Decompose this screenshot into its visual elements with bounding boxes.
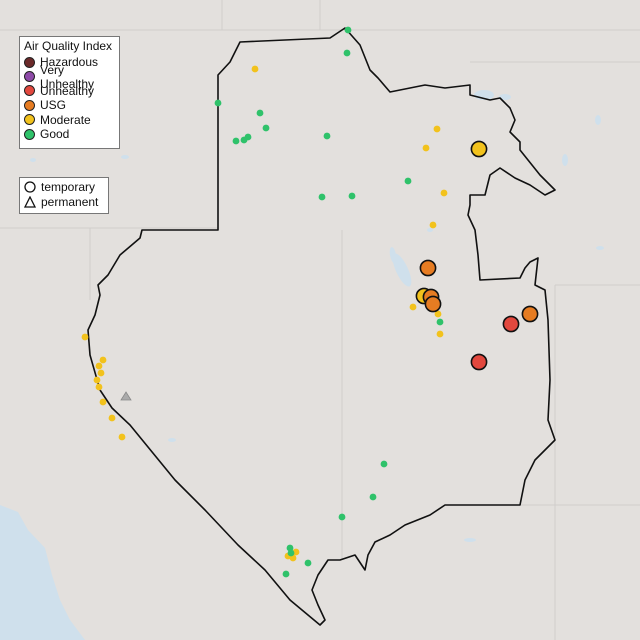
permanent-monitor-marker [120, 391, 132, 401]
monitor-dot [118, 433, 126, 441]
lake [168, 438, 176, 442]
aqi-legend-item: Hazardous [24, 55, 119, 69]
lake [595, 115, 601, 125]
monitor-type-label: temporary [41, 180, 96, 195]
lake [121, 155, 129, 159]
monitor-dot [323, 132, 331, 140]
temporary-monitor-marker [470, 353, 488, 371]
aqi-legend-item: Very Unhealthy [24, 63, 119, 91]
monitor-dot [99, 356, 107, 364]
aqi-swatch-icon [24, 99, 35, 111]
monitor-dot [380, 460, 388, 468]
lake [464, 538, 476, 542]
temporary-monitor-marker [424, 295, 442, 313]
lake [30, 158, 36, 162]
aqi-swatch-icon [24, 56, 35, 68]
triangle-outline-icon [24, 195, 36, 208]
monitor-dot [244, 133, 252, 141]
monitor-dot [251, 65, 259, 73]
monitor-dot [409, 303, 417, 311]
monitor-dot [93, 376, 101, 384]
temporary-monitor-marker [419, 259, 437, 277]
monitor-dot [338, 513, 346, 521]
temporary-monitor-marker [502, 315, 520, 333]
aqi-legend-label: Good [40, 127, 70, 142]
aqi-swatch-icon [24, 128, 35, 140]
ocean-water [0, 505, 85, 640]
monitor-dot [440, 189, 448, 197]
aqi-swatch-icon [24, 85, 35, 97]
aqi-legend-label: Moderate [40, 112, 91, 127]
monitor-type-legend: temporary permanent [19, 177, 109, 214]
monitor-dot [436, 318, 444, 326]
monitor-type-item: temporary [24, 180, 108, 194]
monitor-dot [344, 26, 352, 34]
monitor-type-label: permanent [41, 194, 99, 209]
aqi-legend-item: Unhealthy [24, 84, 119, 98]
aqi-legend-title: Air Quality Index [24, 39, 113, 53]
aqi-legend: Air Quality Index Hazardous Very Unhealth… [19, 36, 120, 149]
monitor-dot [369, 493, 377, 501]
aqi-legend-label: Hazardous [40, 55, 99, 70]
monitor-dot [404, 177, 412, 185]
lake [562, 154, 568, 166]
monitor-dot [256, 109, 264, 117]
aqi-legend-label: Unhealthy [40, 83, 95, 98]
monitor-type-item: permanent [24, 194, 108, 209]
monitor-dot [262, 124, 270, 132]
aqi-monitor-markers [81, 26, 539, 578]
monitor-dot [434, 310, 442, 318]
aqi-swatch-icon [24, 71, 35, 83]
monitor-dot [95, 362, 103, 370]
aqi-legend-label: USG [40, 98, 67, 113]
aqi-swatch-icon [24, 114, 35, 126]
aqi-legend-item: Moderate [24, 113, 119, 127]
lake [389, 247, 397, 263]
lake [392, 253, 412, 287]
monitor-dot [433, 125, 441, 133]
monitor-dot [232, 137, 240, 145]
aqi-legend-item: USG [24, 98, 119, 112]
monitor-dot [287, 549, 295, 557]
aqi-legend-label: Very Unhealthy [40, 62, 95, 91]
monitor-dot [282, 570, 290, 578]
monitor-dot [343, 49, 351, 57]
temporary-monitor-marker [521, 305, 539, 323]
monitor-dot [81, 333, 89, 341]
monitor-dot [304, 559, 312, 567]
monitor-dot [436, 330, 444, 338]
circle-outline-icon [24, 181, 36, 193]
temporary-monitor-marker [470, 140, 488, 158]
monitor-dot [95, 383, 103, 391]
aqi-legend-item: Good [24, 127, 119, 141]
monitor-dot [429, 221, 437, 229]
lake [427, 228, 433, 232]
monitor-dot [318, 193, 326, 201]
monitor-dot [108, 414, 116, 422]
water-features [0, 90, 604, 640]
monitor-dot [348, 192, 356, 200]
lake [499, 94, 511, 100]
monitor-dot [214, 99, 222, 107]
region-boundary [87, 27, 556, 626]
monitor-dot [99, 398, 107, 406]
monitor-dot [97, 369, 105, 377]
monitor-dot [422, 144, 430, 152]
lake [596, 246, 604, 250]
